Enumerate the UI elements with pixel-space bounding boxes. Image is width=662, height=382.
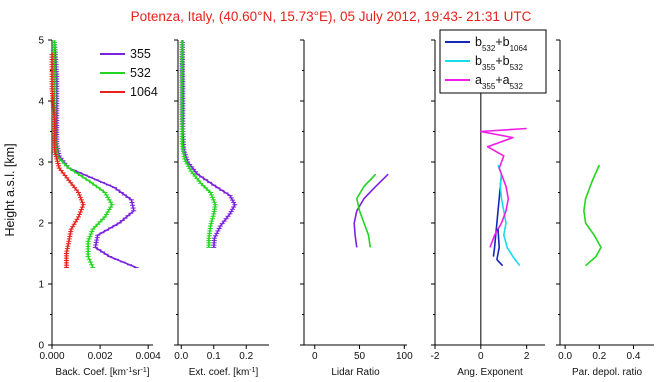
legend-label: 1064: [130, 85, 158, 99]
legend-label-part: 355: [482, 82, 496, 91]
y-tick-label: 2: [38, 219, 44, 230]
series-line-532: [584, 165, 601, 266]
y-tick-label: 0: [38, 341, 44, 352]
x-tick-label: 0: [312, 351, 318, 362]
x-axis-label-part: ]: [147, 367, 150, 378]
x-axis-label-part: Back. Coef. [km: [55, 367, 126, 378]
x-tick-label: 0.000: [39, 351, 64, 362]
legend-label-part: +a: [495, 73, 509, 87]
legend-label-part: +b: [495, 35, 509, 49]
series-line-segment: [497, 229, 503, 266]
legend-label-part: 532: [510, 82, 524, 91]
chart-title: Potenza, Italy, (40.60°N, 15.73°E), 05 J…: [131, 9, 532, 24]
x-tick-label: 0.004: [136, 351, 161, 362]
y-tick-label: 3: [38, 158, 44, 169]
legend-label-part: b: [475, 54, 482, 68]
y-tick-label: 5: [38, 36, 44, 47]
x-tick-label: 0.1: [207, 351, 221, 362]
x-axis-label-part: Ext. coef. [km: [189, 367, 250, 378]
panel-depolarization: 0.0 0.2 0.4 Par. depol. ratio: [556, 40, 654, 378]
x-axis-label: Lidar Ratio: [331, 367, 380, 378]
x-axis-label: Back. Coef. [km-1sr-1]: [55, 367, 149, 379]
panel-backscatter: 0 1 2 3 4 5 0.000 0.002 0.004 Back. Coef. [km-1sr…: [38, 36, 161, 379]
x-axis-label-part: Par. depol. ratio: [572, 367, 642, 378]
legend-label: 532: [130, 66, 151, 80]
x-tick-label: 50: [354, 351, 366, 362]
series-line-532: [357, 174, 376, 247]
x-axis-label: Ang. Exponent: [457, 367, 523, 378]
x-tick-label: 0.0: [174, 351, 188, 362]
x-tick-label: 0.4: [627, 351, 641, 362]
legend-label: 355: [130, 47, 151, 61]
x-tick-label: -2: [431, 351, 440, 362]
x-tick-label: 0.2: [592, 351, 606, 362]
y-tick-label: 1: [38, 280, 44, 291]
legend-label-part: b: [475, 35, 482, 49]
panel-lidar-ratio: 0 50 100 Lidar Ratio: [300, 40, 413, 378]
x-tick-label: 0.0: [558, 351, 572, 362]
series-line-a355/a532: [481, 129, 527, 248]
panel-extinction: 0.0 0.1 0.2 Ext. coef. [km-1]: [174, 40, 269, 378]
x-tick-label: 100: [396, 351, 413, 362]
x-tick-label: 0: [478, 351, 484, 362]
legend-label-part: 532: [482, 44, 496, 53]
x-axis-label-part: ]: [256, 367, 259, 378]
y-tick-label: 4: [38, 97, 44, 108]
x-tick-label: 0.002: [88, 351, 113, 362]
series-line-532: [182, 40, 216, 247]
x-tick-label: 2: [524, 351, 530, 362]
series-line-b355/b532: [498, 165, 520, 266]
legend-label-part: 532: [510, 63, 524, 72]
legend-label-part: 1064: [510, 44, 528, 53]
legend-label-part: 355: [482, 63, 496, 72]
x-axis-label: Ext. coef. [km-1]: [189, 367, 259, 379]
x-tick-label: 0.2: [239, 351, 253, 362]
y-axis-label: Height a.s.l. [km]: [3, 143, 17, 236]
legend-label-part: a: [475, 73, 482, 87]
x-axis-label: Par. depol. ratio: [572, 367, 642, 378]
x-axis-label-part: Ang. Exponent: [457, 367, 523, 378]
x-axis-label-part: Lidar Ratio: [331, 367, 380, 378]
legend-label-part: +b: [495, 54, 509, 68]
